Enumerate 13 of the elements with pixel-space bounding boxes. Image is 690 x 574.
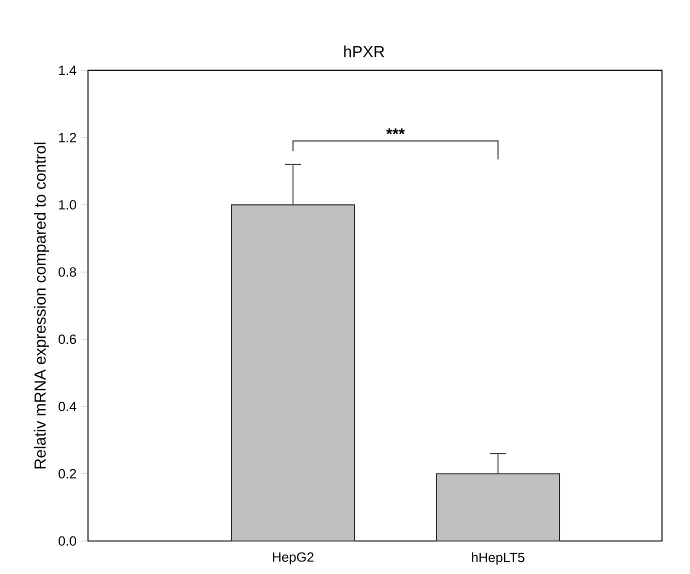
y-tick-label: 1.0 bbox=[59, 200, 76, 210]
y-tick-label: 0.0 bbox=[58, 536, 76, 546]
x-tick-label: hHepLT5 bbox=[472, 552, 524, 565]
y-tick-label: 0.6 bbox=[58, 334, 76, 344]
annotation: *** bbox=[386, 128, 405, 134]
y-axis-title: Relativ mRNA expression compared to control bbox=[34, 142, 49, 468]
x-tick-label: HepG2 bbox=[272, 552, 314, 564]
y-tick-label: 0.8 bbox=[58, 267, 76, 277]
y-tick-label: 1.4 bbox=[59, 66, 76, 75]
y-tick-label: 0.2 bbox=[58, 469, 76, 478]
y-tick-label: 0.4 bbox=[58, 402, 76, 412]
chart-title: hPXR bbox=[344, 46, 384, 58]
y-tick-label: 1.2 bbox=[59, 132, 76, 142]
